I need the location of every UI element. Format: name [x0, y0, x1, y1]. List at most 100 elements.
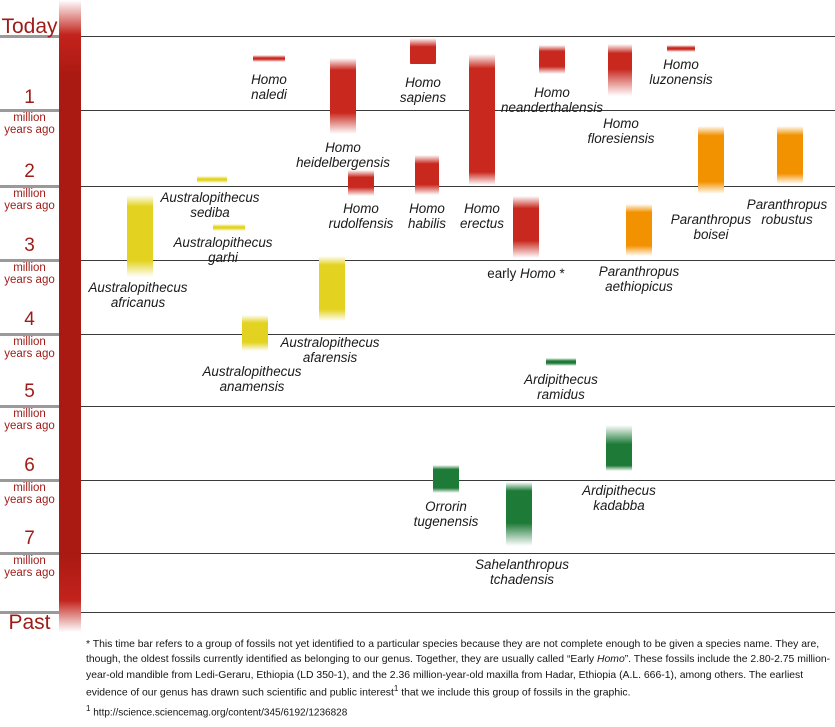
axis-sublabel-1-line1: million — [13, 112, 46, 124]
label-homo-habilis-line1: Homo — [409, 201, 445, 216]
label-paranthropus-boisei-line2: boisei — [693, 227, 729, 242]
label-homo-floresiensis: Homo floresiensis — [556, 116, 686, 146]
bar-homo-sapiens — [410, 38, 436, 64]
label-ardipithecus-kadabba-line2: kadabba — [593, 498, 645, 513]
label-australopithecus-afarensis-line2: afarensis — [302, 350, 358, 365]
label-ardipithecus-kadabba: Ardipithecus kadabba — [564, 483, 674, 513]
label-sahelanthropus-tchadensis-line2: tchadensis — [489, 572, 555, 587]
label-homo-sapiens: Homo sapiens — [358, 75, 488, 105]
footnote-genus-homo: Homo — [597, 654, 625, 666]
label-paranthropus-robustus-line2: robustus — [761, 212, 813, 227]
bar-australopithecus-afarensis — [319, 256, 345, 321]
axis-label-today: Today — [1, 15, 58, 38]
label-homo-sapiens-line1: Homo — [405, 75, 441, 90]
label-orrorin-tugenensis-line1: Orrorin — [425, 499, 467, 514]
axis-sublabel-5-line1: million — [13, 408, 46, 420]
label-australopithecus-afarensis-line1: Australopithecus — [280, 335, 380, 350]
gridline-cap-1mya — [0, 109, 81, 112]
label-paranthropus-robustus-line1: Paranthropus — [746, 197, 828, 212]
label-australopithecus-garhi: Australopithecus garhi — [168, 235, 278, 265]
axis-label-2: 2 — [24, 161, 35, 182]
footnote-reference-url[interactable]: http://science.sciencemag.org/content/34… — [90, 706, 348, 718]
gridline-5mya — [0, 406, 835, 407]
label-homo-erectus: Homo erectus — [424, 201, 540, 231]
bar-ardipithecus-ramidus — [546, 358, 576, 366]
bar-ardipithecus-kadabba — [606, 425, 632, 471]
gridline-today — [0, 36, 835, 37]
axis-sublabel-2-line1: million — [13, 188, 46, 200]
gridline-cap-5mya — [0, 405, 81, 408]
label-ardipithecus-ramidus: Ardipithecus ramidus — [506, 372, 616, 402]
footnote-paragraph: * This time bar refers to a group of fos… — [86, 637, 834, 701]
bar-australopithecus-garhi — [213, 224, 245, 231]
label-homo-floresiensis-line2: floresiensis — [587, 131, 655, 146]
gridline-7mya — [0, 553, 835, 554]
label-homo-erectus-line2: erectus — [460, 216, 504, 231]
label-early-homo-prefix: early — [487, 266, 521, 281]
label-early-homo-genus: Homo — [520, 266, 556, 281]
gridline-cap-4mya — [0, 333, 81, 336]
bar-orrorin-tugenensis — [433, 465, 459, 493]
label-homo-heidelbergensis-line2: heidelbergensis — [296, 155, 390, 170]
bar-homo-habilis — [415, 155, 439, 195]
gridline-cap-2mya — [0, 185, 81, 188]
label-homo-rudolfensis: Homo rudolfensis — [296, 201, 426, 231]
axis-sublabel-5-line2: years ago — [4, 420, 55, 432]
label-australopithecus-anamensis-line2: anamensis — [219, 379, 285, 394]
footnote-reference-marker: 1 — [86, 703, 91, 713]
label-paranthropus-robustus: Paranthropus robustus — [735, 197, 835, 227]
bar-homo-floresiensis — [608, 44, 632, 96]
gridline-cap-today — [0, 35, 81, 38]
axis-label-3: 3 — [24, 235, 35, 256]
gridline-3mya — [0, 260, 835, 261]
label-australopithecus-garhi-line2: garhi — [208, 250, 238, 265]
label-orrorin-tugenensis: Orrorin tugenensis — [391, 499, 501, 529]
gridline-4mya — [0, 334, 835, 335]
bar-homo-naledi — [253, 55, 285, 62]
label-homo-erectus-line1: Homo — [464, 201, 500, 216]
label-paranthropus-boisei-line1: Paranthropus — [670, 212, 752, 227]
label-paranthropus-aethiopicus-line1: Paranthropus — [598, 264, 680, 279]
label-homo-rudolfensis-line2: rudolfensis — [328, 216, 394, 231]
label-australopithecus-sediba-line2: sediba — [190, 205, 230, 220]
footnote-text-part2: ”. These fossils include the 2.80-2.75 m… — [86, 654, 831, 699]
footnote-superscript-marker: 1 — [393, 683, 399, 693]
label-homo-heidelbergensis-line1: Homo — [325, 140, 361, 155]
gridline-cap-7mya — [0, 552, 81, 555]
footnote-text-part3: that we include this group of fossils in… — [398, 687, 631, 699]
axis-sublabel-7-line1: million — [13, 555, 46, 567]
label-homo-rudolfensis-line1: Homo — [343, 201, 379, 216]
axis-sublabel-7-line2: years ago — [4, 567, 55, 579]
label-paranthropus-aethiopicus: Paranthropus aethiopicus — [584, 264, 694, 294]
axis-sublabel-1-line2: years ago — [4, 124, 55, 136]
axis-label-6: 6 — [24, 455, 35, 476]
bar-homo-rudolfensis — [348, 170, 374, 196]
label-australopithecus-sediba: Australopithecus sediba — [155, 190, 265, 220]
axis-label-1: 1 — [24, 87, 35, 108]
evolution-timeline-chart: Today 1 million years ago 2 million year… — [0, 0, 835, 634]
label-homo-habilis: Homo habilis — [368, 201, 486, 231]
bar-homo-heidelbergensis — [330, 58, 356, 134]
axis-sublabel-6-line1: million — [13, 482, 46, 494]
bar-homo-luzonensis — [667, 45, 695, 52]
axis-sublabel-3-line2: years ago — [4, 274, 55, 286]
label-australopithecus-anamensis: Australopithecus anamensis — [197, 364, 307, 394]
label-homo-habilis-line2: habilis — [408, 216, 446, 231]
bar-paranthropus-boisei — [698, 126, 724, 194]
label-ardipithecus-ramidus-line1: Ardipithecus — [524, 372, 598, 387]
label-early-homo-asterisk: * — [555, 266, 565, 281]
gridline-1mya — [0, 110, 835, 111]
axis-label-past: Past — [8, 611, 51, 634]
label-homo-naledi-line1: Homo — [251, 72, 287, 87]
bar-homo-erectus — [469, 54, 495, 185]
gridline-cap-past — [0, 611, 81, 614]
label-homo-luzonensis-line1: Homo — [663, 57, 699, 72]
label-australopithecus-africanus: Australopithecus africanus — [83, 280, 193, 310]
bar-paranthropus-aethiopicus — [626, 204, 652, 256]
label-homo-sapiens-line2: sapiens — [399, 90, 447, 105]
bar-sahelanthropus-tchadensis — [506, 482, 532, 546]
label-homo-floresiensis-line1: Homo — [603, 116, 639, 131]
gridline-cap-6mya — [0, 479, 81, 482]
label-homo-neanderthalensis-line1: Homo — [534, 85, 570, 100]
axis-sublabel-4-line2: years ago — [4, 348, 55, 360]
